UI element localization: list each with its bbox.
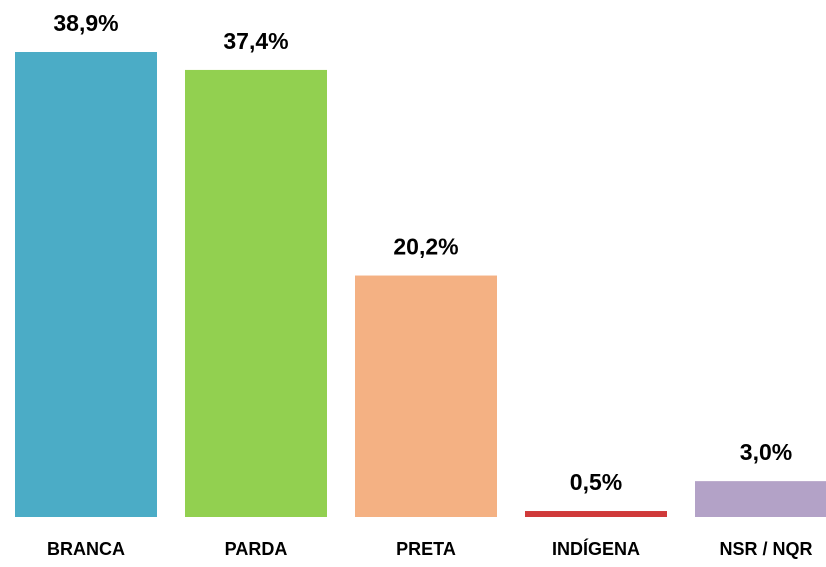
value-label: 20,2% (393, 234, 458, 260)
bar (15, 52, 157, 517)
bar (185, 69, 327, 517)
category-label: PARDA (225, 539, 288, 559)
category-label: BRANCA (47, 539, 125, 559)
category-label: NSR / NQR (719, 539, 812, 559)
value-label: 37,4% (223, 28, 288, 54)
category-label: PRETA (396, 539, 456, 559)
category-label: INDÍGENA (552, 538, 640, 559)
value-label: 0,5% (570, 469, 622, 495)
bar (525, 511, 667, 517)
value-label: 3,0% (740, 439, 792, 465)
bar (695, 481, 826, 517)
bar (355, 275, 497, 517)
value-label: 38,9% (53, 10, 118, 36)
